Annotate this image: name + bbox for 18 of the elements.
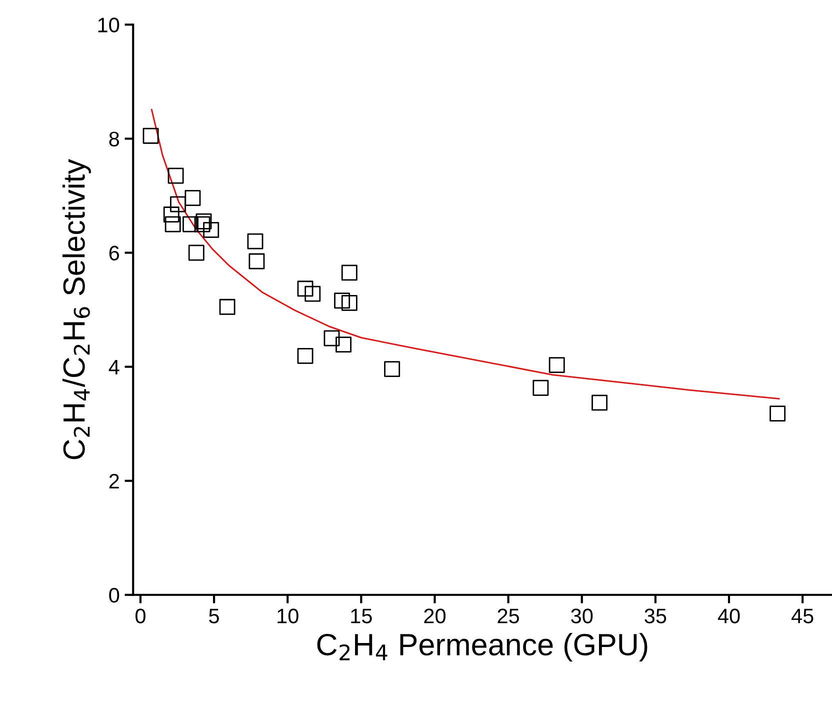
x-tick-label: 30 (571, 608, 593, 624)
y-tick-label: 0 (109, 588, 120, 603)
text: C$_{2}$H$_{4}$/C$_{2}$H$_{6}$ Selectivity (62, 159, 91, 460)
x-tick-label: 10 (278, 608, 298, 624)
x-tick-label: 40 (718, 608, 740, 624)
x-tick-label: 20 (424, 608, 446, 624)
y-tick-label: 6 (109, 246, 120, 260)
y-tick-label: 8 (109, 132, 120, 146)
y-tick-label: 2 (109, 474, 119, 488)
y-tick-label: 4 (108, 360, 120, 374)
x-tick-label: 5 (209, 608, 219, 624)
x-tick-label: 45 (791, 608, 814, 624)
x-tick-label: 35 (644, 608, 666, 624)
y-tick-label: 10 (98, 18, 120, 32)
x-axis-title: C$_{2}$H$_{4}$ Permeance (GPU) (317, 633, 648, 662)
x-tick-label: 15 (351, 608, 372, 624)
x-tick-label: 25 (498, 608, 520, 624)
x-tick-label: 0 (136, 608, 146, 624)
